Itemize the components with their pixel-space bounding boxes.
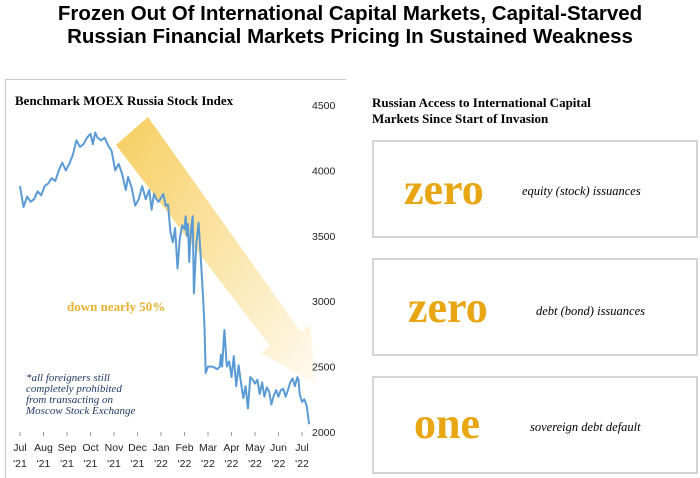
x-tick-month-label: Mar: [199, 442, 218, 454]
footnote-line-4: Moscow Stock Exchange: [25, 405, 135, 417]
x-tick-year-label: '22: [248, 458, 262, 470]
x-axis-tick-labels: Jul '21 Aug '21 Sep '21 Oct '21 Nov '21 Dec '21 Jan '…: [13, 442, 309, 470]
x-tick-month-label: Nov: [105, 442, 124, 454]
x-tick-year-label: '21: [60, 458, 74, 470]
page-title: Frozen Out Of International Capital Mark…: [0, 2, 700, 48]
x-tick-year-label: '22: [225, 458, 239, 470]
x-tick-year-label: '21: [107, 458, 121, 470]
x-tick-month-label: Jul: [13, 442, 26, 454]
x-tick-year-label: '22: [201, 458, 215, 470]
page-title-line-2: Russian Financial Markets Pricing In Sus…: [67, 25, 633, 48]
x-tick-month-label: Aug: [34, 442, 53, 454]
equity-issuance-value: zero: [404, 165, 484, 214]
equity-issuance-card: zero equity (stock) issuances: [372, 140, 698, 238]
x-tick-year-label: '21: [37, 458, 51, 470]
x-tick-year-label: '21: [13, 458, 27, 470]
x-tick-month-label: May: [245, 442, 266, 454]
y-tick-label: 3500: [312, 231, 336, 243]
sovereign-default-value: one: [414, 399, 480, 448]
x-axis-ticks: [19, 432, 303, 436]
y-tick-label: 4500: [312, 100, 336, 112]
downtrend-arrow: [116, 117, 316, 384]
debt-issuance-card: zero debt (bond) issuances: [372, 258, 698, 356]
x-tick-month-label: Oct: [82, 442, 98, 454]
x-tick-month-label: Jan: [153, 442, 170, 454]
y-tick-label: 4000: [312, 165, 336, 177]
page-title-line-1: Frozen Out Of International Capital Mark…: [57, 2, 643, 25]
x-tick-year-label: '21: [84, 458, 98, 470]
y-tick-label: 2500: [312, 362, 336, 374]
x-tick-year-label: '22: [178, 458, 192, 470]
x-tick-month-label: Feb: [175, 442, 193, 454]
chart-panel: [5, 79, 346, 478]
moex-series-line: [19, 131, 311, 425]
y-tick-label: 2000: [312, 427, 336, 439]
x-tick-year-label: '22: [272, 458, 286, 470]
x-tick-year-label: '22: [154, 458, 168, 470]
footnote: *all foreigners still completely prohibi…: [25, 372, 135, 417]
equity-issuance-label: equity (stock) issuances: [522, 184, 641, 198]
x-tick-month-label: Jun: [270, 442, 287, 454]
x-tick-year-label: '21: [131, 458, 145, 470]
footnote-line-3: from transacting on: [26, 394, 113, 406]
y-tick-label: 3000: [312, 296, 336, 308]
x-tick-year-label: '22: [295, 458, 309, 470]
right-panel-title-line-2: Markets Since Start of Invasion: [372, 111, 549, 126]
drop-annotation: down nearly 50%: [67, 299, 165, 314]
chart-title: Benchmark MOEX Russia Stock Index: [15, 93, 234, 108]
sovereign-default-label: sovereign debt default: [530, 420, 641, 434]
right-panel-title: Russian Access to International Capital …: [372, 95, 672, 127]
x-tick-month-label: Apr: [223, 442, 240, 454]
x-tick-month-label: Jul: [295, 442, 308, 454]
x-tick-month-label: Sep: [58, 442, 77, 454]
sovereign-default-card: one sovereign debt default: [372, 376, 698, 474]
debt-issuance-value: zero: [408, 283, 488, 332]
footnote-line-1: *all foreigners still: [26, 372, 110, 384]
footnote-line-2: completely prohibited: [26, 383, 122, 395]
right-panel-title-line-1: Russian Access to International Capital: [372, 95, 591, 110]
y-axis-tick-labels: 4500 4000 3500 3000 2500 2000: [312, 100, 336, 439]
debt-issuance-label: debt (bond) issuances: [536, 304, 646, 318]
x-tick-month-label: Dec: [128, 442, 147, 454]
